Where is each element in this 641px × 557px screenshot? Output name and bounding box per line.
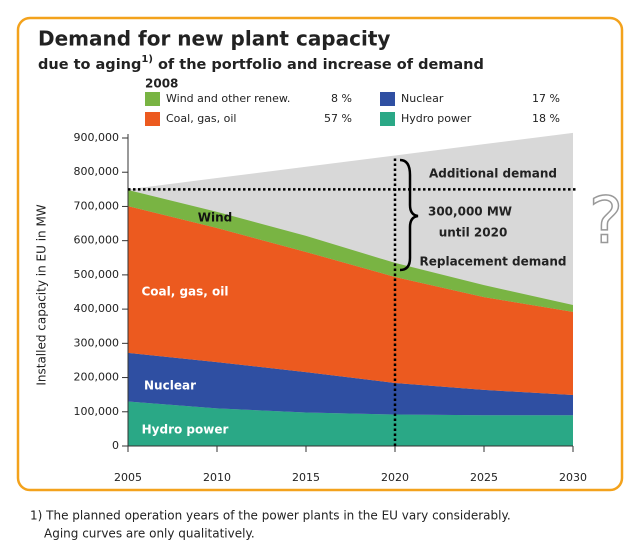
y-tick-label: 200,000	[74, 371, 120, 384]
area-label: Wind	[198, 211, 232, 225]
legend-title: 2008	[145, 77, 178, 91]
area	[128, 352, 573, 416]
legend-swatch	[380, 92, 395, 106]
area-label: Coal, gas, oil	[141, 285, 228, 299]
annotation: Additional demand	[429, 167, 557, 181]
y-tick-label: 800,000	[74, 165, 120, 178]
x-tick-label: 2020	[381, 471, 409, 484]
legend-label: Hydro power	[401, 112, 472, 125]
legend-share: 8 %	[331, 92, 352, 105]
footnote: Aging curves are only qualitatively.	[44, 527, 255, 541]
legend-label: Nuclear	[401, 92, 444, 105]
legend-swatch	[145, 92, 160, 106]
x-tick-label: 2005	[114, 471, 142, 484]
y-tick-label: 700,000	[74, 199, 120, 212]
legend-swatch	[380, 112, 395, 126]
subtitle-part: of the portfolio and increase of demand	[153, 57, 484, 73]
annotation: until 2020	[439, 226, 508, 240]
legend-share: 17 %	[532, 92, 560, 105]
y-tick-label: 500,000	[74, 268, 120, 281]
y-tick-label: 100,000	[74, 405, 120, 418]
legend-label: Coal, gas, oil	[166, 112, 237, 125]
chart-title: Demand for new plant capacity	[38, 27, 390, 51]
area-label: Hydro power	[142, 423, 229, 437]
annotation: Replacement demand	[420, 255, 567, 269]
y-tick-label: 400,000	[74, 302, 120, 315]
y-tick-label: 600,000	[74, 234, 120, 247]
x-tick-label: 2030	[559, 471, 587, 484]
x-tick-label: 2010	[203, 471, 231, 484]
area	[128, 190, 573, 312]
subtitle-sup: 1)	[141, 54, 153, 65]
annotation: 300,000 MW	[428, 205, 512, 219]
x-tick-label: 2025	[470, 471, 498, 484]
y-tick-label: 900,000	[74, 131, 120, 144]
brace	[399, 158, 419, 272]
question-mark: ?	[589, 185, 623, 259]
y-tick-label: 300,000	[74, 336, 120, 349]
y-tick-label: 0	[112, 439, 119, 452]
x-tick-label: 2015	[292, 471, 320, 484]
legend-share: 57 %	[324, 112, 352, 125]
subtitle: due to aging1) of the portfolio and incr…	[38, 54, 484, 73]
legend-share: 18 %	[532, 112, 560, 125]
area	[128, 401, 573, 446]
area	[128, 206, 573, 396]
footnote: 1) The planned operation years of the po…	[30, 509, 511, 523]
area-label: Nuclear	[144, 379, 196, 393]
y-axis-label: Installed capacity in EU in MW	[35, 204, 49, 385]
legend-label: Wind and other renew.	[166, 92, 290, 105]
legend-swatch	[145, 112, 160, 126]
subtitle-part: due to aging	[38, 57, 141, 73]
